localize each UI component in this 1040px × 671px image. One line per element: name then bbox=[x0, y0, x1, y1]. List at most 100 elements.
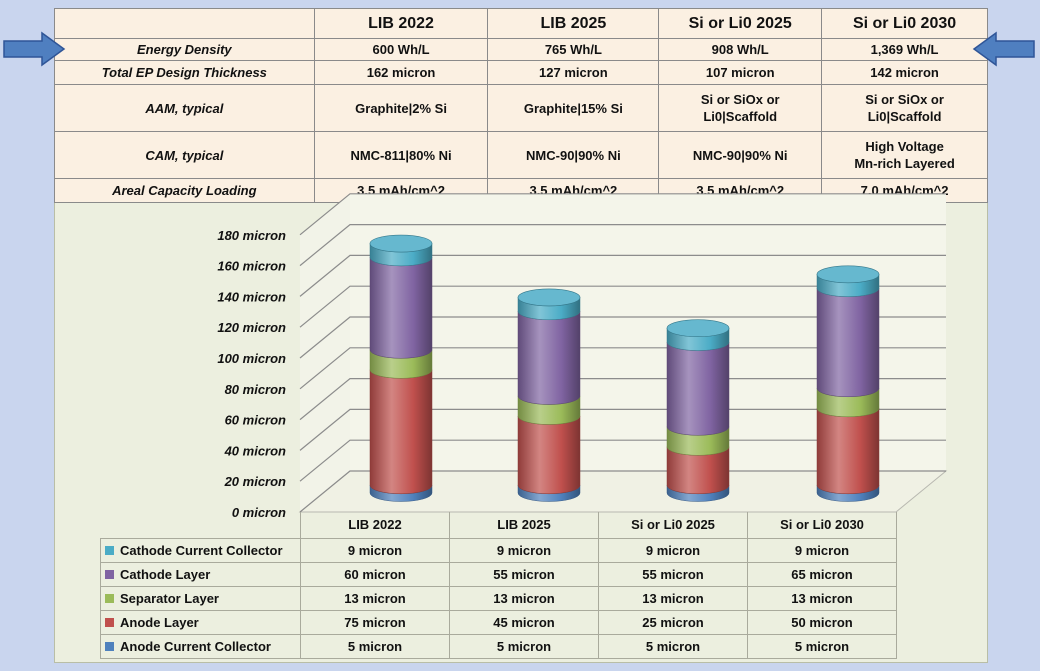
specs-row-label: Areal Capacity Loading bbox=[54, 178, 315, 203]
data-table-row: Cathode Layer 60 micron 55 micron 55 micron… bbox=[100, 561, 897, 587]
specs-cell: Graphite|2% Si bbox=[313, 84, 489, 132]
legend-entry: Cathode Layer bbox=[100, 561, 301, 587]
data-table-row: Separator Layer 13 micron 13 micron 13 micr… bbox=[100, 585, 897, 612]
gridline bbox=[299, 254, 946, 297]
specs-cell-line: High Voltage bbox=[865, 139, 944, 154]
data-label: 9 micron bbox=[598, 537, 748, 563]
data-label: 13 micron bbox=[300, 585, 450, 612]
data-label: 13 micron bbox=[747, 585, 897, 612]
data-label: 5 micron bbox=[747, 634, 897, 660]
data-label: 45 micron bbox=[449, 610, 599, 636]
right-arrow-shape bbox=[972, 31, 1035, 67]
data-label: 55 micron bbox=[598, 561, 748, 587]
cylinder-cap bbox=[816, 265, 880, 284]
y-tick-label: 100 micron bbox=[217, 351, 286, 366]
legend-label: Anode Current Collector bbox=[120, 639, 271, 655]
y-tick-label: 0 micron bbox=[232, 505, 286, 520]
specs-cell: Graphite|15% Si bbox=[487, 84, 660, 132]
data-label: 60 micron bbox=[300, 561, 450, 587]
specs-cell: Si or SiOx or Li0|Scaffold bbox=[658, 84, 823, 132]
legend-swatch bbox=[105, 569, 114, 579]
specs-cell: 1,369 Wh/L bbox=[821, 38, 988, 61]
legend-entry: Anode Current Collector bbox=[100, 634, 301, 660]
gridline bbox=[299, 408, 946, 451]
gridline bbox=[299, 316, 946, 359]
gridline bbox=[299, 285, 946, 328]
y-tick-label: 20 micron bbox=[224, 474, 286, 489]
data-label: 50 micron bbox=[747, 610, 897, 636]
data-label: 65 micron bbox=[747, 561, 897, 587]
legend-swatch bbox=[105, 593, 114, 603]
specs-row: AAM, typical Graphite|2% Si Graphite|15% S… bbox=[54, 84, 988, 132]
specs-cell-line: NMC-811|80% Ni bbox=[350, 147, 452, 163]
specs-cell-line: Li0|Scaffold bbox=[703, 109, 778, 124]
specs-cell: 127 micron bbox=[487, 60, 660, 85]
y-tick-label: 160 micron bbox=[217, 259, 286, 274]
specs-cell-line: NMC-90|90% Ni bbox=[526, 147, 621, 163]
left-arrow-icon bbox=[3, 31, 66, 67]
cylinder-segment bbox=[816, 288, 880, 398]
legend-entry: Cathode Current Collector bbox=[100, 537, 301, 563]
specs-cell-line: Mn-rich Layered bbox=[854, 156, 955, 171]
specs-cell: NMC-90|90% Ni bbox=[487, 131, 660, 179]
data-table-row: Anode Layer 75 micron 45 micron 25 micron 50… bbox=[100, 610, 897, 636]
cylinder-segment bbox=[517, 311, 581, 405]
legend-entry: Anode Layer bbox=[100, 610, 301, 636]
cylinder-segment bbox=[666, 342, 730, 436]
specs-cell-line: Graphite|15% Si bbox=[523, 100, 623, 116]
cylinder-segment bbox=[816, 408, 880, 495]
specs-cell-line: Si or SiOx or bbox=[700, 92, 780, 107]
specs-row: Total EP Design Thickness 162 micron 127 m… bbox=[54, 60, 988, 85]
legend-swatch bbox=[105, 642, 114, 652]
gridline bbox=[299, 439, 946, 482]
legend-entry: Separator Layer bbox=[100, 585, 301, 612]
gridline bbox=[299, 224, 946, 267]
specs-cell: Si or SiOx or Li0|Scaffold bbox=[821, 84, 988, 132]
data-label: 75 micron bbox=[300, 610, 450, 636]
data-label: 13 micron bbox=[598, 585, 748, 612]
right-arrow-icon bbox=[972, 31, 1035, 67]
specs-row-label: AAM, typical bbox=[54, 84, 315, 132]
x-category-label: LIB 2022 bbox=[300, 512, 450, 539]
x-category-label: LIB 2025 bbox=[449, 512, 599, 539]
cylinder-segment bbox=[369, 257, 433, 359]
specs-header-lib-2025: LIB 2025 bbox=[487, 8, 660, 39]
y-tick-label: 40 micron bbox=[224, 443, 286, 458]
data-table-corner bbox=[101, 512, 301, 538]
legend-label: Cathode Current Collector bbox=[120, 542, 283, 558]
data-label: 13 micron bbox=[449, 585, 599, 612]
cylinder-cap bbox=[517, 288, 581, 307]
gridline bbox=[299, 470, 946, 513]
data-table-row: Anode Current Collector 5 micron 5 micron 5… bbox=[100, 634, 897, 660]
left-arrow-shape bbox=[3, 31, 66, 67]
chart-back-wall bbox=[350, 193, 946, 472]
specs-cell-line: Li0|Scaffold bbox=[867, 109, 942, 124]
gridline bbox=[299, 378, 946, 421]
y-tick-label: 60 micron bbox=[225, 413, 286, 428]
x-category-label: Si or Li0 2030 bbox=[747, 512, 897, 539]
cylinder-segment bbox=[517, 415, 581, 495]
gridline bbox=[299, 193, 946, 236]
cylinder-cap bbox=[369, 234, 433, 253]
data-label: 9 micron bbox=[300, 537, 450, 563]
specs-cell-line: Si or SiOx or bbox=[865, 92, 944, 107]
gridline bbox=[299, 347, 946, 390]
data-label: 5 micron bbox=[449, 634, 599, 660]
data-label: 5 micron bbox=[300, 634, 450, 660]
data-table-row: Cathode Current Collector 9 micron 9 micro… bbox=[100, 537, 897, 563]
x-category-label: Si or Li0 2025 bbox=[598, 512, 748, 539]
data-label: 25 micron bbox=[598, 610, 748, 636]
specs-header-blank bbox=[54, 8, 315, 39]
specs-cell-line: Graphite|2% Si bbox=[355, 100, 447, 116]
legend-label: Separator Layer bbox=[120, 590, 219, 606]
data-label: 5 micron bbox=[598, 634, 748, 660]
y-tick-label: 140 micron bbox=[217, 289, 286, 304]
cylinder-segment bbox=[369, 369, 433, 495]
legend-swatch bbox=[105, 545, 114, 555]
legend-swatch bbox=[105, 618, 114, 628]
cylinder-cap bbox=[666, 319, 730, 338]
y-tick-label: 80 micron bbox=[225, 382, 286, 397]
y-tick-label: 180 micron bbox=[217, 228, 286, 243]
chart-side-wall bbox=[300, 193, 350, 513]
